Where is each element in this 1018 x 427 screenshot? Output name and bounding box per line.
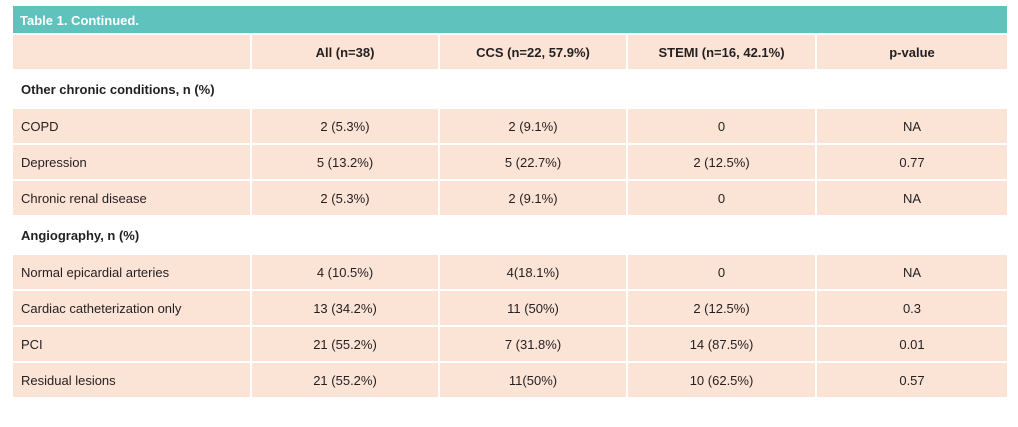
cell-stemi: 2 (12.5%) <box>628 145 817 181</box>
cell-all: 4 (10.5%) <box>252 255 440 291</box>
cell-stemi: 14 (87.5%) <box>628 327 817 363</box>
cell-stemi: 0 <box>628 109 817 145</box>
cell-all: 2 (5.3%) <box>252 109 440 145</box>
cell-all: 21 (55.2%) <box>252 327 440 363</box>
cell-ccs: 11(50%) <box>440 363 628 399</box>
cell-all: 2 (5.3%) <box>252 181 440 217</box>
header-cell-p-value: p-value <box>817 35 1007 71</box>
cell-all: 21 (55.2%) <box>252 363 440 399</box>
cell-p-value: NA <box>817 255 1007 291</box>
cell-ccs: 2 (9.1%) <box>440 181 628 217</box>
row-label: PCI <box>13 327 252 363</box>
row-label: Chronic renal disease <box>13 181 252 217</box>
cell-p-value: 0.3 <box>817 291 1007 327</box>
row-label: Depression <box>13 145 252 181</box>
table-row: Cardiac catheterization only 13 (34.2%) … <box>13 291 1007 327</box>
cell-ccs: 5 (22.7%) <box>440 145 628 181</box>
cell-p-value: NA <box>817 109 1007 145</box>
section-label: Other chronic conditions, n (%) <box>13 71 1007 109</box>
cell-ccs: 7 (31.8%) <box>440 327 628 363</box>
table-row: Chronic renal disease 2 (5.3%) 2 (9.1%) … <box>13 181 1007 217</box>
cell-stemi: 0 <box>628 255 817 291</box>
section-row: Other chronic conditions, n (%) <box>13 71 1007 109</box>
data-table-container: Table 1. Continued. All (n=38) CCS (n=22… <box>13 6 1007 399</box>
cell-ccs: 2 (9.1%) <box>440 109 628 145</box>
row-label: Residual lesions <box>13 363 252 399</box>
header-cell-stemi: STEMI (n=16, 42.1%) <box>628 35 817 71</box>
cell-stemi: 0 <box>628 181 817 217</box>
data-table: All (n=38) CCS (n=22, 57.9%) STEMI (n=16… <box>13 35 1007 399</box>
cell-ccs: 4(18.1%) <box>440 255 628 291</box>
cell-stemi: 10 (62.5%) <box>628 363 817 399</box>
table-row: Normal epicardial arteries 4 (10.5%) 4(1… <box>13 255 1007 291</box>
cell-all: 13 (34.2%) <box>252 291 440 327</box>
table-row: PCI 21 (55.2%) 7 (31.8%) 14 (87.5%) 0.01 <box>13 327 1007 363</box>
cell-p-value: 0.01 <box>817 327 1007 363</box>
table-row: Depression 5 (13.2%) 5 (22.7%) 2 (12.5%)… <box>13 145 1007 181</box>
section-row: Angiography, n (%) <box>13 217 1007 255</box>
row-label: Normal epicardial arteries <box>13 255 252 291</box>
table-row: Residual lesions 21 (55.2%) 11(50%) 10 (… <box>13 363 1007 399</box>
cell-ccs: 11 (50%) <box>440 291 628 327</box>
cell-stemi: 2 (12.5%) <box>628 291 817 327</box>
section-label: Angiography, n (%) <box>13 217 1007 255</box>
header-cell-label <box>13 35 252 71</box>
cell-p-value: NA <box>817 181 1007 217</box>
cell-p-value: 0.77 <box>817 145 1007 181</box>
table-header-row: All (n=38) CCS (n=22, 57.9%) STEMI (n=16… <box>13 35 1007 71</box>
header-cell-all: All (n=38) <box>252 35 440 71</box>
cell-all: 5 (13.2%) <box>252 145 440 181</box>
cell-p-value: 0.57 <box>817 363 1007 399</box>
header-cell-ccs: CCS (n=22, 57.9%) <box>440 35 628 71</box>
row-label: COPD <box>13 109 252 145</box>
row-label: Cardiac catheterization only <box>13 291 252 327</box>
table-title: Table 1. Continued. <box>13 6 1007 35</box>
table-row: COPD 2 (5.3%) 2 (9.1%) 0 NA <box>13 109 1007 145</box>
